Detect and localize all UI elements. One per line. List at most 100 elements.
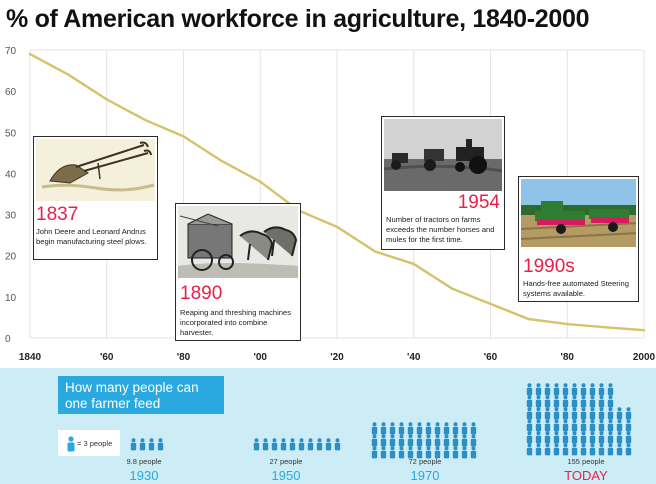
person-icon — [298, 438, 305, 451]
person-icon — [443, 434, 450, 447]
data-point — [566, 322, 569, 326]
person-icon — [389, 434, 396, 447]
data-point — [642, 328, 646, 332]
annotation-year: 1990s — [523, 256, 575, 277]
person-icon — [598, 383, 605, 396]
person-icon — [443, 446, 450, 459]
person-icon — [425, 434, 432, 447]
data-point — [182, 135, 185, 138]
person-icon — [625, 407, 632, 420]
feed-heading: How many people can one farmer feed — [58, 376, 224, 414]
person-icon — [589, 443, 596, 456]
people-count: 27 people — [269, 457, 303, 466]
person-icon — [580, 395, 587, 408]
person-icon — [625, 431, 632, 444]
person-icon — [425, 446, 432, 459]
person-icon — [526, 431, 533, 444]
person-icon — [535, 407, 542, 420]
person-icon — [334, 438, 341, 451]
person-icon — [280, 438, 287, 451]
chart-title: % of American workforce in agriculture, … — [6, 5, 590, 33]
person-icon — [271, 438, 278, 451]
person-icon — [562, 443, 569, 456]
person-icon — [535, 383, 542, 396]
person-icon — [571, 419, 578, 432]
person-icon — [607, 431, 614, 444]
person-icon — [389, 422, 396, 435]
person-icon — [553, 419, 560, 432]
person-icon — [598, 407, 605, 420]
data-point — [374, 250, 377, 253]
group-year: TODAY — [564, 468, 608, 483]
person-icon — [470, 446, 477, 459]
person-icon — [526, 419, 533, 432]
person-icon — [371, 422, 378, 435]
person-icon — [589, 407, 596, 420]
person-icon — [598, 395, 605, 408]
data-point — [450, 287, 454, 290]
person-icon — [452, 434, 459, 447]
person-icon — [325, 438, 332, 451]
person-icon — [580, 383, 587, 396]
person-icon — [253, 438, 260, 451]
person-icon — [461, 422, 468, 435]
person-icon — [434, 434, 441, 447]
person-icon — [544, 419, 551, 432]
annotation-year: 1890 — [180, 283, 223, 304]
farmer-feed-panel: How many people can one farmer feed = 3 … — [0, 368, 656, 484]
automated-harvester-photo — [521, 179, 636, 247]
person-icon — [616, 419, 623, 432]
person-icon — [452, 446, 459, 459]
people-count: 155 people — [567, 457, 605, 466]
person-icon — [589, 383, 596, 396]
person-icon — [416, 446, 423, 459]
people-count: 9.8 people — [126, 457, 162, 466]
data-point — [105, 98, 108, 101]
x-tick-label: '20 — [330, 352, 344, 363]
x-tick-label: '60 — [484, 352, 498, 363]
person-icon — [562, 383, 569, 396]
person-icon — [157, 438, 164, 451]
axes: 1840 '60 '80 '00 '20 '40 '60 '80 2000 0 10 20 30 40 50… — [5, 46, 656, 363]
person-icon — [425, 422, 432, 435]
person-icon — [571, 431, 578, 444]
tractors-photo — [384, 119, 502, 191]
person-icon — [535, 431, 542, 444]
person-icon — [380, 422, 387, 435]
person-icon — [526, 383, 533, 396]
person-icon — [544, 443, 551, 456]
annotation-card-1837: 1837 John Deere and Leonard Andrus begin… — [33, 136, 158, 260]
annotation-text: John Deere and Leonard Andrus begin manu… — [36, 227, 147, 246]
person-icon — [571, 407, 578, 420]
person-icon — [598, 443, 605, 456]
person-icon — [389, 446, 396, 459]
person-icon — [598, 419, 605, 432]
data-point — [527, 317, 531, 321]
person-icon — [553, 407, 560, 420]
person-icon — [371, 446, 378, 459]
annotation-card-1954: 1954 Number of tractors on farms exceeds… — [381, 116, 505, 250]
person-icon — [452, 422, 459, 435]
annotation-card-1890: 1890 Reaping and threshing machines inco… — [175, 203, 301, 341]
person-icon — [544, 395, 551, 408]
person-icon — [130, 438, 137, 451]
person-icon — [526, 395, 533, 408]
x-tick-label: '60 — [100, 352, 114, 363]
person-icon — [562, 431, 569, 444]
person-icon — [434, 422, 441, 435]
data-point — [335, 225, 339, 229]
annotation-card-1990s: 1990s Hands-free automated Steering syst… — [518, 176, 639, 302]
person-icon — [571, 443, 578, 456]
y-tick-label: 0 — [5, 334, 11, 345]
horse-drawn-combine-illustration — [178, 206, 298, 278]
person-icon — [553, 383, 560, 396]
person-icon — [535, 419, 542, 432]
person-icon — [616, 431, 623, 444]
person-icon — [580, 431, 587, 444]
annotation-year: 1837 — [36, 204, 79, 225]
data-point — [489, 302, 492, 306]
person-icon — [607, 395, 614, 408]
data-point — [220, 159, 224, 163]
person-icon — [470, 422, 477, 435]
person-icon — [407, 422, 414, 435]
